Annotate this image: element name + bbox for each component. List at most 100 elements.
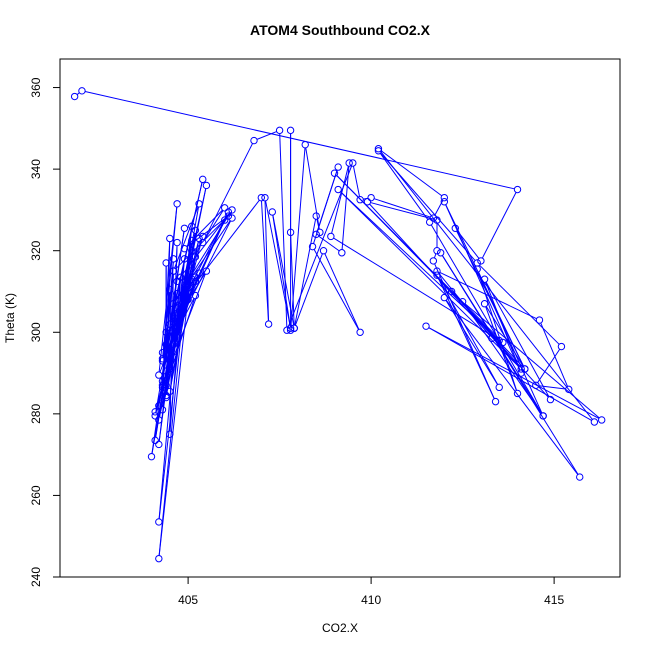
- data-point: [169, 353, 178, 361]
- data-point: [495, 336, 503, 345]
- data-point: [356, 196, 364, 204]
- data-point: [184, 273, 192, 281]
- series-line-segment: [537, 348, 561, 383]
- data-point: [301, 140, 309, 149]
- data-point: [180, 224, 189, 232]
- data-point: [162, 391, 170, 400]
- series-line-segment: [538, 385, 566, 390]
- data-point: [286, 228, 295, 237]
- data-point: [480, 275, 489, 283]
- data-point: [180, 293, 189, 302]
- series-line-segment: [324, 253, 360, 330]
- data-point: [221, 204, 229, 212]
- series-line-segment: [336, 175, 498, 339]
- series-line-segment: [464, 303, 600, 419]
- data-point: [169, 318, 178, 326]
- data-point: [480, 300, 489, 308]
- data-point: [202, 267, 211, 275]
- series-line-segment: [290, 235, 295, 326]
- y-tick-label: 280: [29, 404, 43, 424]
- data-point: [451, 224, 459, 232]
- data-point: [177, 273, 185, 281]
- data-point: [195, 234, 203, 243]
- data-point: [199, 232, 207, 241]
- data-point: [228, 214, 236, 222]
- data-point: [334, 185, 342, 194]
- data-point: [155, 401, 163, 410]
- y-tick-label: 320: [29, 240, 43, 260]
- series-line-segment: [333, 237, 501, 342]
- series-line-segment: [380, 150, 443, 197]
- data-point: [429, 214, 438, 222]
- data-point: [191, 277, 200, 285]
- series-line-segment: [430, 224, 542, 414]
- data-point: [162, 328, 170, 336]
- data-point: [286, 326, 295, 334]
- data-point: [440, 193, 449, 202]
- data-point: [173, 277, 181, 285]
- data-point: [488, 334, 496, 343]
- data-point: [166, 387, 174, 396]
- series-line-segment: [264, 200, 270, 321]
- series-line-segment: [260, 200, 269, 321]
- data-point: [433, 216, 441, 224]
- data-point: [173, 200, 181, 208]
- y-axis: 240 260 280 300 320 340 360: [29, 77, 60, 587]
- data-point: [312, 212, 320, 220]
- series-line-segment: [352, 166, 360, 197]
- data-point: [158, 381, 167, 389]
- data-point: [363, 198, 372, 206]
- data-point: [158, 406, 167, 414]
- data-point: [440, 198, 449, 206]
- data-point: [188, 261, 196, 269]
- data-point: [513, 389, 522, 398]
- data-point: [374, 145, 383, 153]
- data-point: [422, 322, 430, 330]
- data-point: [169, 300, 178, 308]
- series-line-segment: [438, 277, 499, 385]
- data-point: [158, 348, 167, 357]
- data-point: [576, 473, 584, 481]
- data-point: [177, 310, 185, 318]
- data-point: [433, 267, 441, 275]
- data-point: [283, 326, 291, 334]
- series-line-segment: [188, 239, 203, 289]
- data-point: [191, 253, 200, 261]
- series-line-segment: [479, 264, 560, 345]
- data-point: [184, 287, 192, 296]
- data-point: [458, 297, 467, 306]
- data-point: [158, 383, 167, 392]
- series-line-segment: [316, 169, 338, 232]
- series-line-segment: [163, 280, 188, 350]
- data-point: [517, 365, 525, 373]
- data-point: [191, 273, 200, 281]
- series-line-segment: [433, 253, 437, 259]
- series-line-segment: [305, 147, 320, 230]
- data-point: [191, 291, 200, 300]
- data-point: [155, 440, 163, 449]
- data-point: [166, 234, 174, 243]
- data-point: [327, 232, 335, 241]
- data-point: [286, 126, 295, 135]
- data-point: [221, 216, 229, 224]
- series-line-segment: [341, 166, 350, 250]
- data-point: [188, 247, 196, 255]
- data-point: [367, 193, 375, 202]
- data-point: [261, 193, 269, 202]
- data-point: [356, 328, 364, 336]
- series-line-segment: [445, 299, 579, 475]
- series-line-segment: [203, 143, 253, 240]
- data-point: [166, 363, 174, 371]
- series-line-segment: [166, 298, 195, 383]
- data-point: [286, 324, 295, 332]
- series-line-segment: [439, 272, 537, 320]
- data-point: [78, 87, 86, 95]
- data-point: [316, 228, 324, 237]
- series-line-segment: [166, 243, 192, 368]
- series-line-segment: [481, 192, 517, 259]
- data-point: [173, 289, 181, 298]
- data-point: [228, 206, 236, 214]
- chart-title: ATOM4 Southbound CO2.X: [250, 22, 431, 38]
